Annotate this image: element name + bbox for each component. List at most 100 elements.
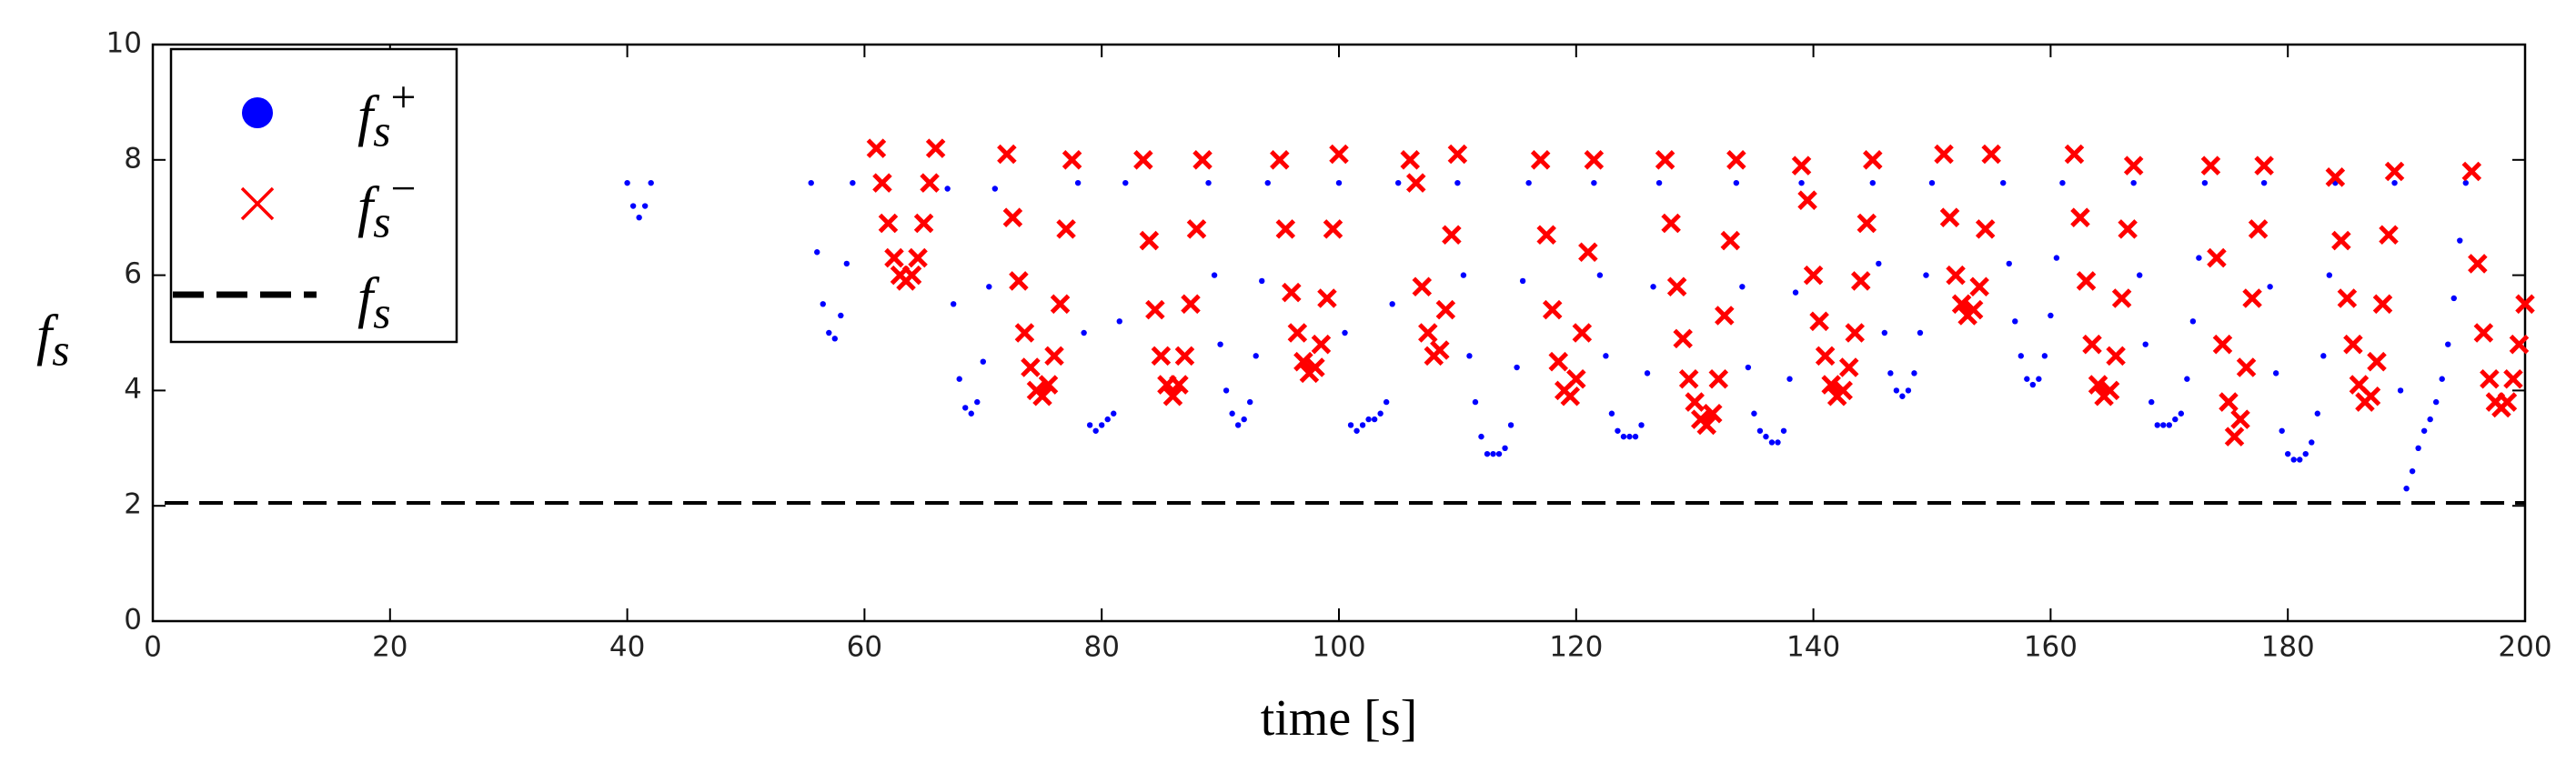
point bbox=[2236, 357, 2257, 377]
point bbox=[2480, 368, 2500, 389]
point bbox=[2099, 380, 2120, 401]
point bbox=[2445, 341, 2451, 347]
point bbox=[1211, 272, 1218, 278]
point bbox=[1454, 179, 1461, 186]
point bbox=[2391, 179, 2398, 186]
point bbox=[2509, 334, 2530, 355]
point bbox=[1850, 271, 1871, 291]
legend-label: fs bbox=[357, 267, 391, 338]
point bbox=[2420, 427, 2428, 434]
point bbox=[1863, 150, 1883, 170]
point bbox=[1507, 422, 1514, 428]
point bbox=[2200, 156, 2221, 176]
point bbox=[1460, 272, 1467, 278]
point bbox=[1720, 230, 1741, 251]
point bbox=[1478, 433, 1484, 440]
x-tick-label: 0 bbox=[144, 631, 162, 664]
point bbox=[2029, 381, 2037, 388]
point bbox=[1519, 277, 1526, 285]
point bbox=[1133, 150, 1153, 170]
point bbox=[1715, 306, 1735, 326]
point bbox=[1780, 427, 1787, 434]
point bbox=[1923, 272, 1929, 278]
point bbox=[1270, 150, 1290, 170]
point bbox=[2064, 144, 2085, 165]
point bbox=[908, 247, 928, 268]
point bbox=[1821, 375, 1841, 395]
point bbox=[2260, 179, 2268, 186]
point bbox=[641, 203, 649, 209]
x-tick-label: 180 bbox=[2261, 631, 2315, 664]
point bbox=[1495, 450, 1503, 457]
point bbox=[1578, 242, 1598, 263]
point bbox=[1566, 368, 1586, 389]
point bbox=[968, 410, 974, 417]
point bbox=[2285, 450, 2291, 457]
point bbox=[1666, 276, 1687, 297]
point bbox=[2088, 375, 2108, 395]
point bbox=[2331, 230, 2351, 251]
point bbox=[1946, 265, 1966, 286]
point bbox=[2248, 219, 2269, 239]
point bbox=[2059, 179, 2066, 186]
point bbox=[1644, 370, 1651, 376]
point bbox=[1702, 403, 1723, 424]
point bbox=[1638, 422, 1645, 428]
point bbox=[951, 301, 957, 307]
point bbox=[1014, 323, 1035, 343]
point bbox=[1435, 299, 1456, 320]
point bbox=[1342, 329, 1348, 336]
point bbox=[1223, 387, 1230, 394]
point bbox=[1969, 276, 1989, 297]
y-tick-label: 8 bbox=[124, 142, 142, 175]
point bbox=[1673, 328, 1693, 349]
x-tick-label: 160 bbox=[2024, 631, 2078, 664]
point bbox=[2178, 410, 2185, 417]
point bbox=[2024, 376, 2030, 382]
point bbox=[2148, 398, 2155, 406]
point bbox=[831, 336, 838, 342]
point bbox=[1044, 346, 1064, 366]
point bbox=[1293, 351, 1313, 372]
point bbox=[1951, 294, 1972, 315]
point bbox=[826, 329, 832, 336]
point bbox=[1162, 386, 1183, 407]
point bbox=[1887, 370, 1894, 376]
point bbox=[2160, 422, 2167, 428]
point bbox=[1181, 294, 1201, 315]
point bbox=[925, 138, 946, 158]
point bbox=[1542, 299, 1563, 320]
point bbox=[1626, 433, 1633, 440]
point bbox=[1560, 386, 1581, 407]
point bbox=[920, 173, 940, 193]
point bbox=[1632, 433, 1639, 440]
point bbox=[1086, 422, 1093, 428]
point bbox=[1917, 329, 1924, 336]
point bbox=[2118, 219, 2138, 239]
point bbox=[843, 260, 850, 267]
point bbox=[1708, 368, 1729, 389]
point bbox=[1786, 376, 1793, 382]
point bbox=[2343, 334, 2363, 355]
point bbox=[2219, 392, 2239, 412]
legend-label: fs+ bbox=[357, 73, 417, 156]
point bbox=[944, 186, 951, 192]
point bbox=[1845, 323, 1866, 343]
point bbox=[1383, 398, 1390, 406]
point bbox=[1751, 410, 1757, 417]
point bbox=[1234, 422, 1242, 428]
point bbox=[1696, 415, 1717, 436]
point bbox=[2309, 439, 2315, 446]
point bbox=[2012, 318, 2018, 325]
point bbox=[2297, 457, 2303, 463]
point bbox=[1603, 353, 1609, 359]
point bbox=[986, 284, 992, 290]
point bbox=[1584, 150, 1605, 170]
point bbox=[2462, 179, 2469, 186]
point bbox=[2137, 272, 2143, 278]
point bbox=[2427, 416, 2433, 423]
point bbox=[1798, 179, 1805, 186]
point bbox=[1400, 150, 1421, 170]
point bbox=[1111, 410, 1117, 417]
